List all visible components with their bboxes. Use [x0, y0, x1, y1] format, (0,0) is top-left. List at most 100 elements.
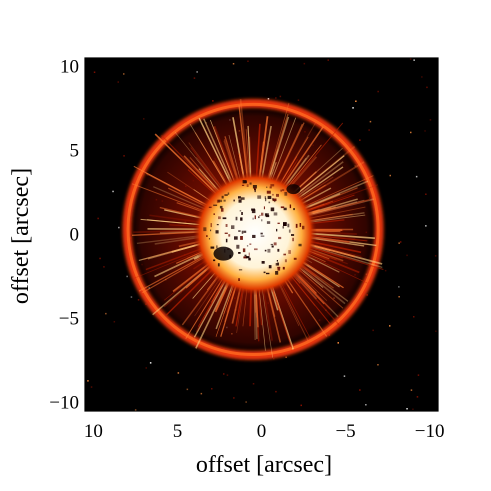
speckle [257, 195, 262, 199]
noise-pixel [130, 296, 133, 298]
speckle [293, 257, 297, 260]
x-tick-label: 0 [257, 421, 267, 442]
noise-pixel [384, 269, 387, 272]
speckle [282, 266, 285, 270]
speckle [275, 271, 279, 275]
streak [298, 175, 374, 210]
noise-pixel [103, 266, 105, 268]
speckle [238, 230, 241, 232]
speckle [293, 208, 295, 211]
noise-pixel [267, 98, 270, 100]
speckle [248, 257, 251, 261]
speckle [254, 187, 256, 191]
noise-pixel [359, 139, 361, 141]
noise-pixel [275, 390, 277, 393]
speckle [238, 252, 241, 254]
noise-pixel [273, 357, 275, 360]
streak [247, 125, 252, 179]
speckle [246, 245, 249, 247]
speckle [288, 229, 291, 233]
speckle [239, 210, 242, 212]
speckle [238, 199, 242, 203]
noise-pixel [435, 330, 437, 332]
speckle [271, 245, 274, 248]
noise-pixel [409, 58, 412, 60]
noise-pixel [126, 275, 128, 278]
speckle [241, 230, 244, 234]
speckle [249, 182, 252, 185]
noise-pixel [425, 193, 427, 195]
speckle [264, 196, 266, 199]
noise-pixel [355, 100, 357, 102]
noise-pixel [212, 100, 214, 102]
speckle [275, 263, 279, 266]
speckle [240, 197, 245, 200]
speckle [265, 197, 267, 202]
streak [131, 231, 203, 236]
speckle [266, 186, 268, 188]
speckle [261, 212, 264, 216]
noise-pixel [352, 107, 354, 109]
streak [142, 253, 211, 294]
speckle [282, 189, 285, 191]
speckle [278, 236, 282, 240]
noise-pixel [117, 81, 119, 83]
speckle [251, 209, 256, 214]
speckle [276, 193, 279, 197]
x-axis-label: offset [arcsec] [196, 452, 332, 478]
nebula-shell-highlight [126, 102, 380, 357]
y-tick-label: 10 [60, 56, 79, 77]
noise-pixel [368, 129, 370, 131]
streak [131, 183, 209, 213]
streak [300, 184, 379, 213]
noise-pixel [398, 296, 400, 298]
noise-pixel [113, 321, 116, 323]
x-tick-label: −5 [335, 421, 355, 442]
speckle [242, 248, 246, 253]
speckle [287, 223, 290, 228]
speckle [266, 221, 271, 224]
speckle [208, 206, 212, 208]
speckle [216, 224, 219, 226]
noise-pixel [398, 242, 400, 244]
speckle [243, 181, 247, 183]
speckle [217, 263, 220, 267]
y-tick-label: −5 [59, 309, 79, 330]
noise-pixel [377, 90, 379, 93]
speckle [235, 216, 238, 221]
noise-pixel [149, 362, 152, 364]
noise-pixel [99, 257, 101, 260]
speckle [251, 208, 255, 211]
noise-pixel [87, 380, 89, 382]
noise-pixel [97, 217, 99, 220]
speckle [284, 259, 287, 263]
speckle [272, 198, 277, 202]
speckle [248, 252, 250, 256]
speckle [216, 245, 218, 249]
speckle [263, 271, 266, 274]
speckle [245, 256, 250, 259]
speckle [218, 216, 221, 220]
speckle [224, 232, 228, 234]
speckle [240, 236, 243, 240]
speckle [259, 214, 261, 217]
y-tick-label: 5 [70, 140, 80, 161]
noise-pixel [193, 77, 196, 79]
noise-pixel [399, 241, 402, 243]
speckle [280, 189, 282, 192]
noise-pixel [123, 155, 125, 157]
noise-pixel [118, 226, 120, 229]
noise-pixel [417, 374, 420, 376]
speckle [291, 234, 295, 236]
speckle [240, 217, 243, 221]
streak [271, 117, 297, 180]
noise-pixel [343, 375, 346, 377]
speckle [282, 226, 284, 229]
y-axis-label: offset [arcsec] [8, 168, 34, 304]
noise-pixel [134, 409, 137, 411]
speckle [267, 195, 272, 199]
y-axis-ticks: −10 −5 0 5 10 [49, 56, 438, 414]
speckle [233, 199, 235, 202]
noise-pixel [275, 97, 277, 99]
streak [194, 132, 227, 185]
